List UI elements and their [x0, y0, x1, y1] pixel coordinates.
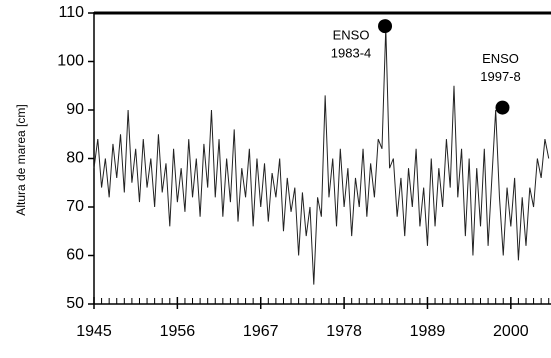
annotation-text: ENSO [333, 28, 370, 43]
y-tick-label: 70 [66, 198, 84, 215]
annotation-dot [495, 100, 510, 115]
y-tick-label: 60 [66, 247, 84, 264]
y-axis-label: Altura de marea [cm] [14, 104, 28, 215]
x-tick-label: 1989 [410, 323, 446, 340]
x-tick-label: 1967 [243, 323, 279, 340]
annotation-text: 1983-4 [331, 46, 371, 61]
annotation-dot [378, 19, 393, 34]
data-line [93, 27, 550, 285]
x-tick-label: 1945 [76, 323, 112, 340]
y-tick-label: 90 [66, 101, 84, 118]
y-tick-label: 80 [66, 150, 84, 167]
x-tick-label: 1978 [326, 323, 362, 340]
y-tick-label: 50 [66, 295, 84, 312]
x-tick-label: 2000 [493, 323, 529, 340]
annotation-text: ENSO [482, 51, 519, 66]
x-tick-label: 1956 [160, 323, 196, 340]
y-tick-label: 100 [57, 53, 84, 70]
annotation-text: 1997-8 [480, 69, 520, 84]
y-tick-label: 110 [58, 4, 84, 21]
